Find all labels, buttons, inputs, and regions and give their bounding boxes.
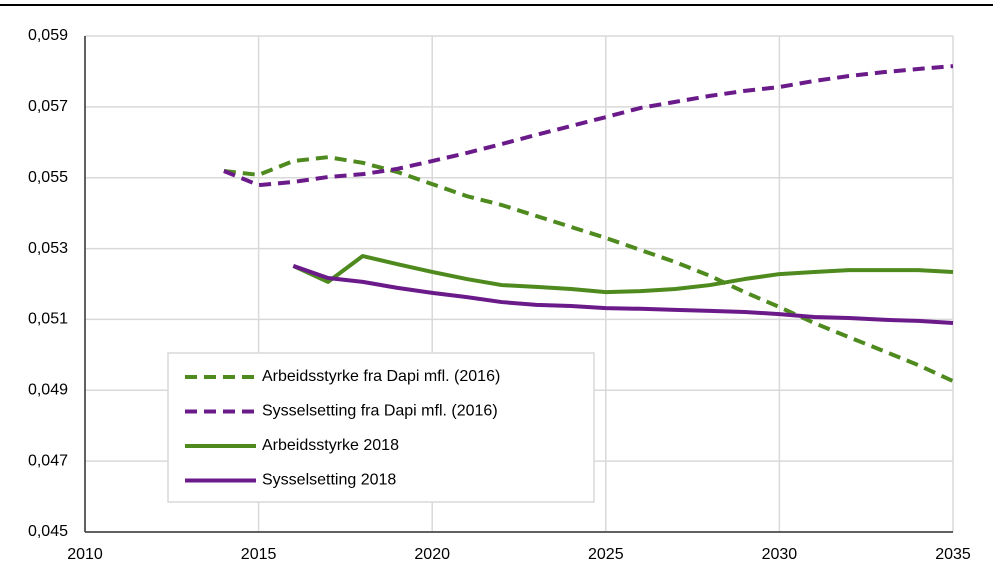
- legend-box: [167, 352, 595, 503]
- y-tick-label: 0,051: [28, 311, 68, 328]
- y-tick-label: 0,045: [28, 523, 68, 540]
- y-tick-label: 0,059: [28, 27, 68, 44]
- x-tick-label: 2015: [241, 546, 277, 563]
- x-tick-label: 2035: [935, 546, 971, 563]
- y-tick-label: 0,055: [28, 169, 68, 186]
- series-line: [223, 155, 954, 383]
- y-tick-label: 0,053: [28, 240, 68, 257]
- y-tick-label: 0,049: [28, 382, 68, 399]
- x-tick-label: 2030: [762, 546, 798, 563]
- x-tick-label: 2010: [67, 546, 103, 563]
- x-tick-label: 2020: [414, 546, 450, 563]
- y-tick-label: 0,047: [28, 452, 68, 469]
- x-tick-label: 2025: [588, 546, 624, 563]
- legend-label: Sysselsetting 2018: [262, 472, 396, 489]
- series-line: [292, 264, 954, 325]
- legend-label: Sysselsetting fra Dapi mfl. (2016): [262, 403, 498, 420]
- legend-label: Arbeidsstyrke fra Dapi mfl. (2016): [262, 368, 500, 385]
- series-line: [292, 254, 954, 295]
- y-tick-label: 0,057: [28, 98, 68, 115]
- legend-label: Arbeidsstyrke 2018: [262, 437, 399, 454]
- series-line: [223, 64, 954, 188]
